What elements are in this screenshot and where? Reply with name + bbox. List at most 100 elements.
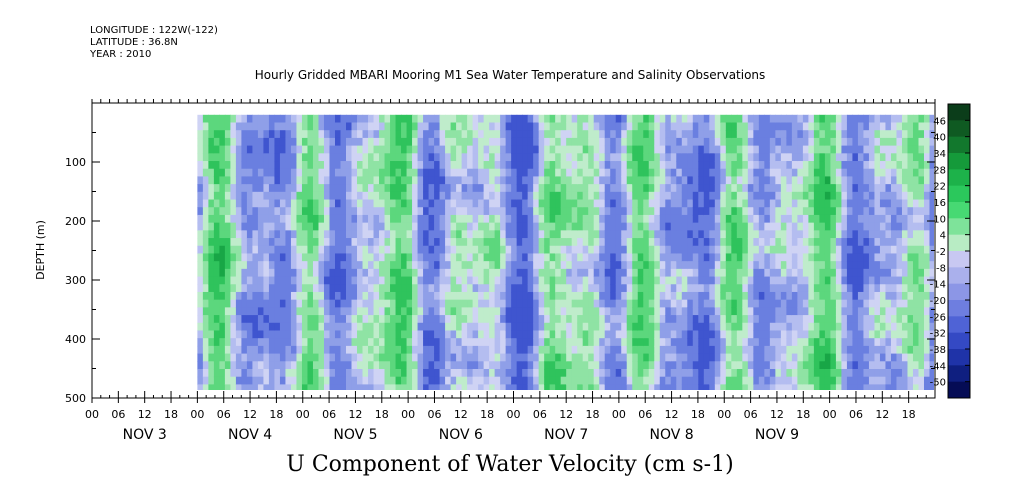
heatmap-cell [610,137,617,147]
heatmap-cell [621,307,628,316]
heatmap-cell [868,315,876,324]
heatmap-cell [346,122,353,131]
heatmap-cell [731,207,738,216]
heatmap-cell [340,384,347,390]
heatmap-cell [703,276,710,285]
heatmap-cell [907,268,914,278]
heatmap-cell [918,238,925,247]
heatmap-cell [307,222,314,231]
heatmap-cell [224,145,232,154]
heatmap-cell [538,238,545,247]
heatmap-cell [709,353,716,362]
heatmap-cell [461,361,468,370]
heatmap-cell [511,299,518,308]
heatmap-cell [527,245,534,255]
heatmap-cell [681,145,688,154]
heatmap-cell [472,145,479,154]
heatmap-cell [874,384,881,390]
heatmap-cell [533,361,540,370]
heatmap-cell [566,161,573,170]
heatmap-cell [301,376,309,385]
heatmap-cell [786,184,793,193]
heatmap-cell [588,284,595,293]
year-label: YEAR : 2010 [90,49,152,60]
heatmap-cell [257,284,265,293]
heatmap-cell [323,345,331,355]
heatmap-cell [637,376,644,385]
heatmap-cell [813,368,821,378]
heatmap-cell [323,330,331,339]
heatmap-cell [802,291,809,301]
heatmap-cell [472,222,479,231]
heatmap-cell [390,122,397,131]
heatmap-cell [615,276,622,285]
heatmap-cell [197,130,204,139]
heatmap-cell [593,284,600,293]
heatmap-cell [659,291,666,301]
heatmap-cell [593,322,600,332]
heatmap-cell [417,238,424,247]
heatmap-cell [819,368,826,378]
heatmap-cell [918,368,925,378]
heatmap-cell [246,168,254,178]
heatmap-cell [835,245,843,255]
heatmap-cell [626,253,633,262]
heatmap-cell [813,253,821,262]
heatmap-cell [467,238,474,247]
heatmap-cell [235,191,243,201]
heatmap-cell [511,222,518,231]
heatmap-cell [780,230,787,239]
heatmap-cell [604,161,611,170]
heatmap-cell [566,299,573,308]
heatmap-cell [923,184,931,193]
heatmap-cell [555,245,562,255]
heatmap-cell [439,376,446,385]
heatmap-cell [307,145,314,154]
heatmap-cell [296,353,303,362]
heatmap-cell [797,168,804,178]
heatmap-cell [334,291,342,301]
heatmap-cell [626,315,633,324]
heatmap-cell [555,322,562,332]
heatmap-cell [224,137,232,147]
heatmap-cell [885,245,892,255]
heatmap-cell [318,222,325,231]
heatmap-cell [648,176,655,185]
heatmap-cell [571,261,578,270]
heatmap-cell [857,315,865,324]
heatmap-cell [687,330,694,339]
heatmap-cell [268,276,276,285]
heatmap-cell [890,137,898,147]
heatmap-cell [346,145,353,154]
heatmap-cell [582,114,589,124]
heatmap-cell [252,153,259,162]
heatmap-cell [368,153,375,162]
heatmap-cell [423,214,430,224]
heatmap-cell [868,353,876,362]
heatmap-cell [769,153,776,162]
heatmap-cell [329,161,336,170]
heatmap-cell [296,145,303,154]
heatmap-cell [439,114,446,124]
heatmap-cell [373,299,380,308]
heatmap-cell [923,153,931,162]
heatmap-cell [687,384,694,390]
heatmap-cell [417,153,424,162]
heatmap-cell [279,361,287,370]
heatmap-cell [896,322,903,332]
heatmap-cell [742,384,749,390]
heatmap-cell [434,315,441,324]
heatmap-cell [747,176,754,185]
heatmap-cell [775,338,782,347]
heatmap-cell [516,176,523,185]
heatmap-cell [346,345,353,355]
heatmap-cell [219,168,226,178]
heatmap-cell [692,230,699,239]
heatmap-cell [285,199,292,208]
heatmap-cell [483,361,490,370]
heatmap-cell [830,245,837,255]
heatmap-cell [758,245,765,255]
heatmap-cell [351,315,358,324]
heatmap-cell [802,207,809,216]
heatmap-cell [412,261,419,270]
